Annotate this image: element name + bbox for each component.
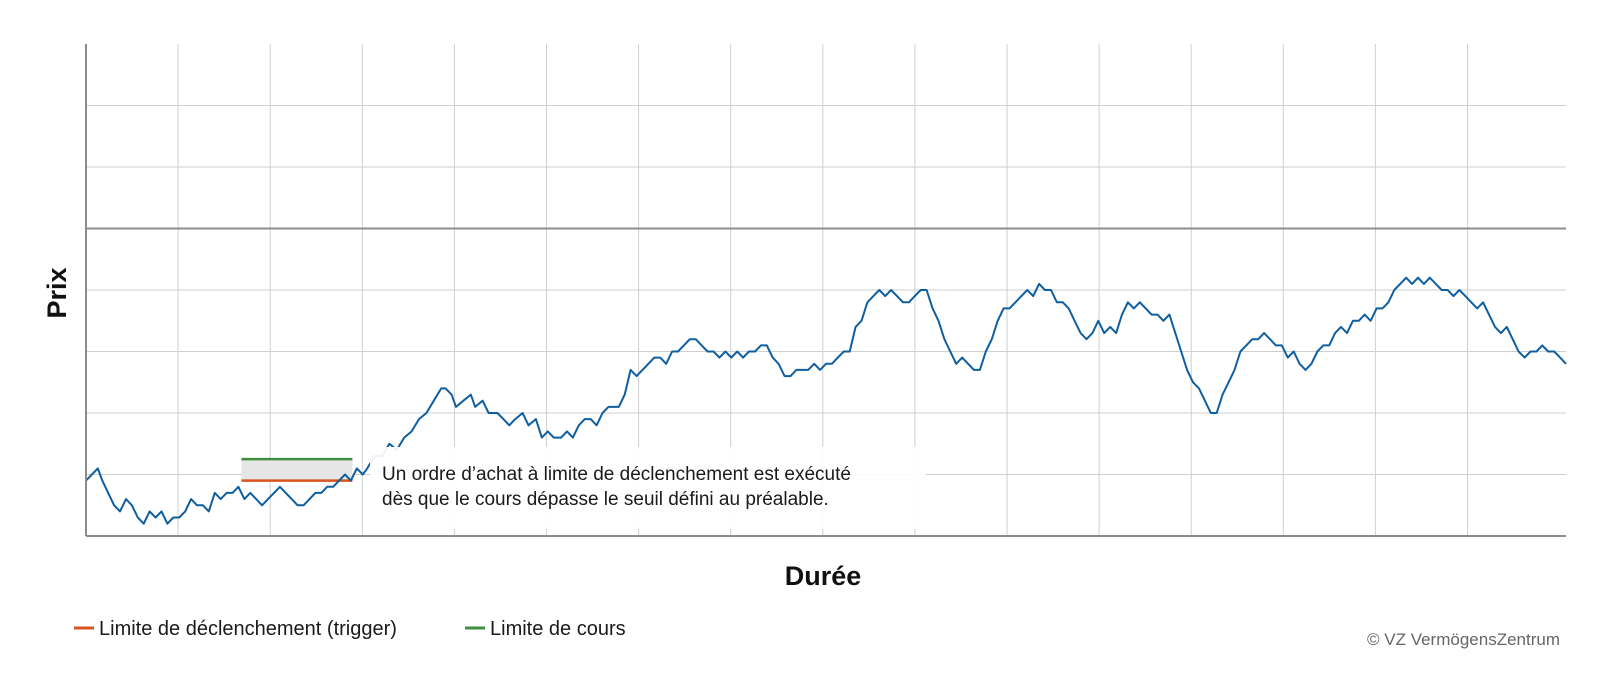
series-layer xyxy=(85,276,1567,525)
axes xyxy=(85,44,1566,537)
annotation-line-1: Un ordre d’achat à limite de déclencheme… xyxy=(382,464,851,485)
y-axis-title: Prix xyxy=(42,267,72,318)
legend-trigger-label: Limite de déclenchement (trigger) xyxy=(99,618,397,640)
copyright: © VZ VermögensZentrum xyxy=(1367,630,1560,649)
trigger-zone xyxy=(241,457,353,482)
x-axis-title: Durée xyxy=(785,561,862,591)
price-series-line xyxy=(85,276,1567,525)
legend-price-limit-label: Limite de cours xyxy=(490,618,626,640)
limit-band xyxy=(241,459,353,481)
annotation-background xyxy=(370,447,926,529)
grid xyxy=(86,44,1566,536)
annotation-line-2: dès que le cours dépasse le seuil défini… xyxy=(382,489,829,510)
